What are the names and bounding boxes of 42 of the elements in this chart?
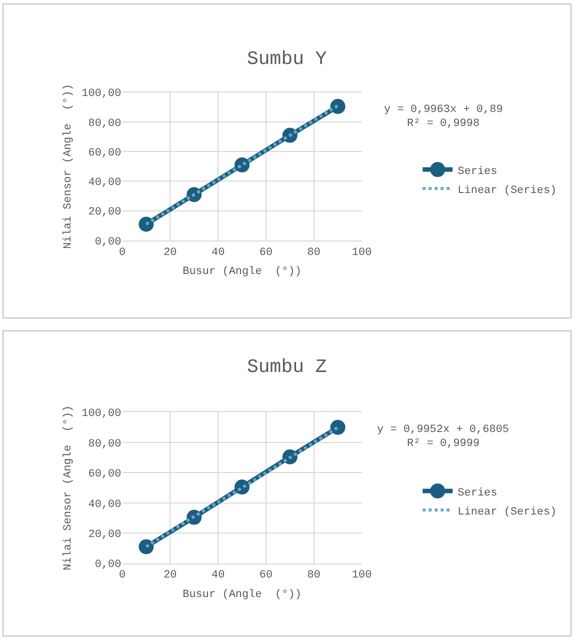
x-tick-label: 80 <box>307 570 320 582</box>
chart-title: Sumbu Z <box>247 356 327 378</box>
point <box>330 420 346 435</box>
y-tick-label: 80,00 <box>88 118 122 130</box>
y-tick-label: 100,00 <box>82 88 122 100</box>
x-tick-label: 20 <box>164 570 177 582</box>
x-tick-label: 20 <box>164 246 177 259</box>
y-tick-label: 60,00 <box>88 147 122 160</box>
y-tick-label: 60,00 <box>88 468 122 481</box>
point <box>138 216 154 232</box>
y-tick-label: 0,00 <box>94 559 122 572</box>
x-axis-title: Busur (Angle (°)) <box>182 266 302 278</box>
y-tick-label: 20,00 <box>88 206 122 219</box>
text: R² = 0,9999 <box>407 438 480 450</box>
x-tick-label: 100 <box>352 570 372 582</box>
y-tick-label: 100,00 <box>82 408 122 420</box>
legend-label: Linear (Series) <box>458 184 557 197</box>
legend-label: Linear (Series) <box>458 506 557 518</box>
chart-title: Sumbu Y <box>247 48 328 70</box>
y-tick-label: 40,00 <box>88 177 122 190</box>
x-tick-label: 0 <box>118 246 126 259</box>
x-tick-label: 80 <box>307 246 320 259</box>
text: y = 0,9963x + 0,89 <box>384 104 503 116</box>
x-tick-label: 40 <box>211 570 225 582</box>
x-tick-label: 0 <box>118 570 126 582</box>
legend-label: Series <box>458 166 498 178</box>
legend-label: Series <box>458 487 498 500</box>
x-tick-label: 60 <box>259 246 273 259</box>
point <box>138 539 154 554</box>
point <box>330 98 346 114</box>
x-tick-label: 60 <box>259 570 273 582</box>
y-tick-label: 0,00 <box>94 236 122 248</box>
y-tick-label: 20,00 <box>88 529 122 541</box>
y-axis-title: Nilai Sensor (Angle (°)) <box>62 84 74 249</box>
x-tick-label: 40 <box>211 246 225 259</box>
text: y = 0,9952x + 0,6805 <box>377 424 510 436</box>
x-tick-label: 100 <box>352 246 372 259</box>
text: R² = 0,9998 <box>407 118 480 130</box>
x-axis-title: Busur (Angle (°)) <box>182 588 302 601</box>
y-axis-title: Nilai Sensor (Angle (°)) <box>62 405 74 570</box>
y-tick-label: 40,00 <box>88 498 122 511</box>
y-tick-label: 80,00 <box>88 438 122 450</box>
